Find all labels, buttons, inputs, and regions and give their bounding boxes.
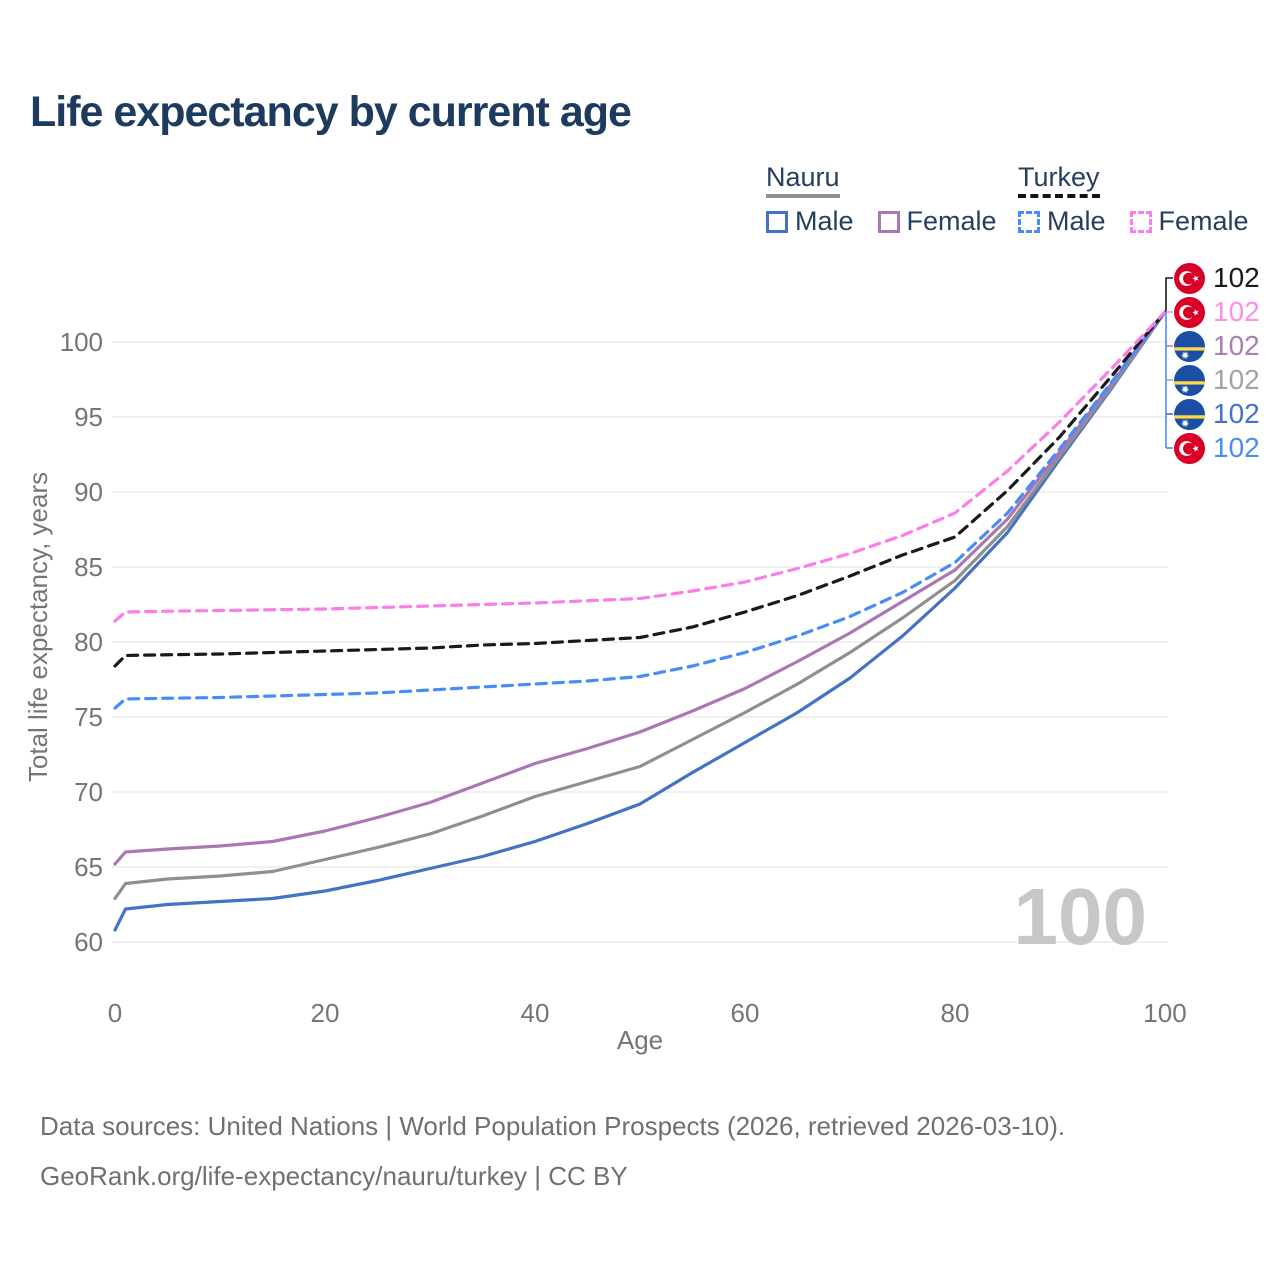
axis-ticks: 60 65 70 75 80 85 90 95 100 0 20 40 60 80 100 [60, 327, 1187, 1028]
y-tick-label: 60 [74, 927, 103, 957]
connector-segment [1165, 277, 1173, 312]
end-label-value: 102 [1213, 364, 1260, 395]
legend-swatch [1018, 210, 1040, 233]
legend-swatch [1129, 210, 1152, 233]
y-tick-label: 65 [74, 852, 103, 882]
legend-item-nauru-male[interactable]: Male [766, 206, 854, 237]
legend-country-line-swatch [766, 194, 840, 199]
legend-item-turkey-female[interactable]: Female [1129, 206, 1249, 237]
x-tick-label: 20 [311, 998, 340, 1028]
end-label-row: 102 [1174, 397, 1260, 431]
end-label-row: 102 [1174, 329, 1260, 363]
end-label-value: 102 [1213, 432, 1260, 463]
legend-item-label: Male [795, 206, 854, 237]
x-tick-label: 60 [731, 998, 760, 1028]
footer-attribution: GeoRank.org/life-expectancy/nauru/turkey… [40, 1161, 628, 1192]
series-line-nauru-female[interactable] [113, 310, 1167, 866]
series-line-turkey-both[interactable] [113, 310, 1167, 668]
legend-item-label: Male [1047, 206, 1106, 237]
y-tick-label: 95 [74, 402, 103, 432]
y-tick-label: 100 [60, 327, 103, 357]
nauru-flag-icon [1174, 398, 1205, 430]
footer: Data sources: United Nations | World Pop… [40, 1106, 1065, 1207]
legend-item-turkey-male[interactable]: Male [1018, 206, 1106, 237]
turkey-flag-icon [1174, 296, 1205, 328]
legend-swatch [877, 210, 900, 233]
y-tick-label: 70 [74, 777, 103, 807]
turkey-flag-icon [1174, 432, 1205, 464]
series-line-turkey-female[interactable] [113, 310, 1167, 623]
series-line-nauru-male[interactable] [113, 310, 1167, 932]
x-axis-title: Age [617, 1025, 663, 1055]
y-axis-title: Total life expectancy, years [23, 472, 53, 782]
legend-country-nauru[interactable]: Nauru [766, 162, 840, 199]
y-tick-label: 75 [74, 702, 103, 732]
legend-country-turkey[interactable]: Turkey [1018, 162, 1100, 199]
end-label-value: 102 [1213, 330, 1260, 361]
legend-country-label: Nauru [766, 162, 840, 192]
end-label-row: 102 [1174, 363, 1260, 397]
nauru-flag-icon [1174, 364, 1205, 396]
nauru-flag-icon [1174, 330, 1205, 362]
y-tick-label: 90 [74, 477, 103, 507]
legend-item-label: Female [906, 206, 997, 237]
end-label-row: 102 [1174, 431, 1260, 465]
end-label-row: 102 [1174, 295, 1260, 329]
legend-item-label: Female [1158, 206, 1249, 237]
end-label-value: 102 [1213, 262, 1260, 293]
legend-swatch [766, 210, 788, 233]
label-connector [1165, 277, 1173, 449]
x-tick-label: 100 [1143, 998, 1186, 1028]
legend-group-nauru: Nauru Male Female [766, 163, 997, 237]
page-title: Life expectancy by current age [30, 88, 632, 136]
legend-item-nauru-female[interactable]: Female [877, 206, 997, 237]
end-label-value: 102 [1213, 398, 1260, 429]
series-lines [113, 310, 1167, 932]
turkey-flag-icon [1174, 262, 1205, 294]
end-label-value: 102 [1213, 296, 1260, 327]
legend-country-label: Turkey [1018, 162, 1100, 192]
y-tick-label: 85 [74, 552, 103, 582]
legend-group-turkey: Turkey Male Female [1018, 163, 1249, 237]
end-label-row: 102 [1174, 261, 1260, 295]
series-line-turkey-male[interactable] [113, 310, 1167, 710]
x-tick-label: 80 [941, 998, 970, 1028]
legend-country-line-swatch [1018, 194, 1100, 199]
watermark: 100 [1014, 872, 1147, 961]
x-tick-label: 0 [108, 998, 122, 1028]
gridlines [112, 341, 1168, 943]
y-tick-label: 80 [74, 627, 103, 657]
x-tick-label: 40 [521, 998, 550, 1028]
footer-data-sources: Data sources: United Nations | World Pop… [40, 1111, 1066, 1141]
series-line-nauru-both[interactable] [113, 310, 1167, 901]
